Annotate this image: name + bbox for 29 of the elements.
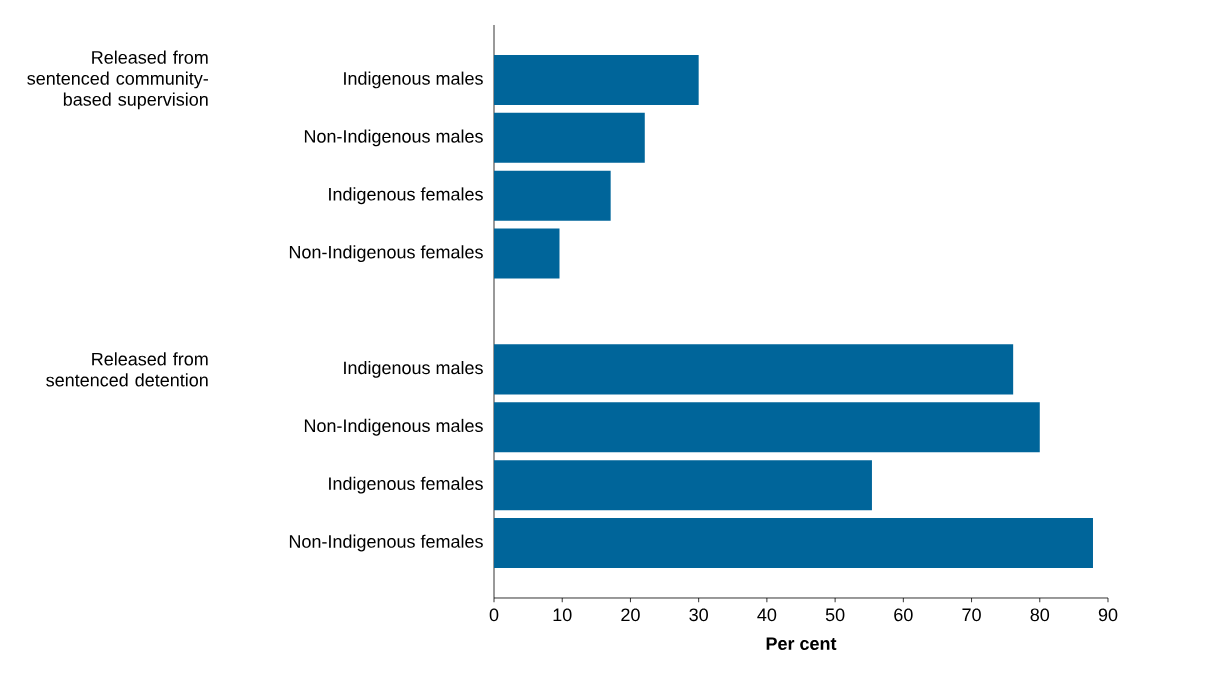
- x-tick-label: 10: [553, 608, 572, 622]
- x-tick-label: 30: [689, 608, 708, 622]
- bar: [494, 228, 560, 279]
- y-tick-label: Non-Indigenous males: [304, 418, 483, 436]
- bar: [494, 54, 699, 105]
- y-tick-label: Indigenous females: [329, 187, 483, 205]
- y-tick-label: Indigenous females: [329, 476, 483, 494]
- y-tick-label: Non-Indigenous females: [289, 245, 483, 263]
- x-tick-label: 80: [1030, 608, 1050, 622]
- y-tick-label: Indigenous males: [344, 71, 483, 89]
- bar: [494, 344, 1014, 395]
- x-tick-label: 60: [894, 608, 913, 622]
- y-tick-label: Non-Indigenous females: [289, 534, 483, 552]
- x-tick-label: 50: [825, 608, 845, 622]
- x-axis-title: Per cent: [766, 637, 837, 650]
- x-tick-label: 0: [489, 608, 499, 622]
- text: Released from sentenced detention: [46, 352, 208, 387]
- y-tick-label: Non-Indigenous males: [304, 129, 483, 147]
- text: Released from sentenced community-based supervision: [27, 50, 208, 110]
- x-tick-label: 20: [621, 608, 640, 622]
- bar: [494, 112, 645, 163]
- bar: [494, 518, 1093, 569]
- bar: [494, 402, 1040, 453]
- bar: [494, 170, 611, 221]
- bar: [494, 460, 872, 511]
- x-tick-label: 40: [757, 608, 777, 622]
- x-tick-label: 70: [962, 608, 981, 622]
- x-tick-label: 90: [1098, 608, 1118, 622]
- y-tick-label: Indigenous males: [344, 360, 483, 378]
